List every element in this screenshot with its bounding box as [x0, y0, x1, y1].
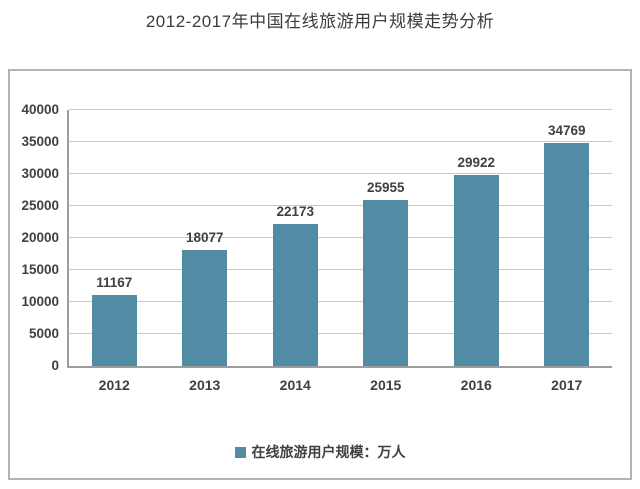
gridline — [69, 237, 612, 238]
y-tick-label: 20000 — [21, 230, 59, 245]
gridline — [69, 269, 612, 270]
bar-value-label: 11167 — [96, 274, 133, 290]
bar-value-label: 25955 — [366, 179, 405, 195]
bar — [544, 143, 590, 366]
chart-title: 2012-2017年中国在线旅游用户规模走势分析 — [145, 12, 495, 31]
gridline — [69, 301, 612, 302]
bar — [182, 250, 228, 366]
bar — [453, 174, 499, 366]
gridline — [69, 173, 612, 174]
x-tick-label: 2013 — [189, 377, 221, 393]
plot-area: 0 5000 10000 15000 20000 25000 30000 35000 40000… — [21, 102, 612, 393]
y-tick-label: 0 — [51, 358, 59, 373]
y-tick-label: 5000 — [28, 326, 59, 341]
legend: 在线旅游用户规模：万人 — [10, 442, 630, 462]
bar — [91, 294, 137, 366]
legend-label: 在线旅游用户规模：万人 — [251, 444, 406, 460]
gridline — [69, 109, 612, 110]
y-tick-label: 40000 — [21, 102, 59, 117]
gridline — [69, 141, 612, 142]
x-tick-label: 2015 — [370, 377, 402, 393]
y-tick-label: 25000 — [21, 198, 59, 213]
legend-swatch-icon — [234, 446, 246, 458]
bar-value-label: 29922 — [457, 154, 496, 170]
gridline — [69, 333, 612, 334]
chart-frame: 0 5000 10000 15000 20000 25000 30000 35000 40000… — [8, 69, 632, 480]
bar-value-label: 22173 — [276, 204, 315, 220]
x-tick-label: 2014 — [279, 377, 311, 393]
x-tick-label: 2017 — [551, 377, 583, 393]
gridline — [69, 205, 612, 206]
y-tick-label: 30000 — [21, 166, 59, 181]
x-tick-label: 2012 — [98, 377, 130, 393]
x-tick-label: 2016 — [460, 377, 492, 393]
bar — [272, 224, 318, 366]
y-tick-label: 10000 — [21, 294, 59, 309]
bar-value-label: 18077 — [185, 230, 224, 246]
y-tick-label: 35000 — [21, 134, 59, 149]
bar-value-label: 34769 — [547, 123, 586, 139]
bar — [363, 199, 409, 366]
y-tick-label: 15000 — [21, 262, 59, 277]
